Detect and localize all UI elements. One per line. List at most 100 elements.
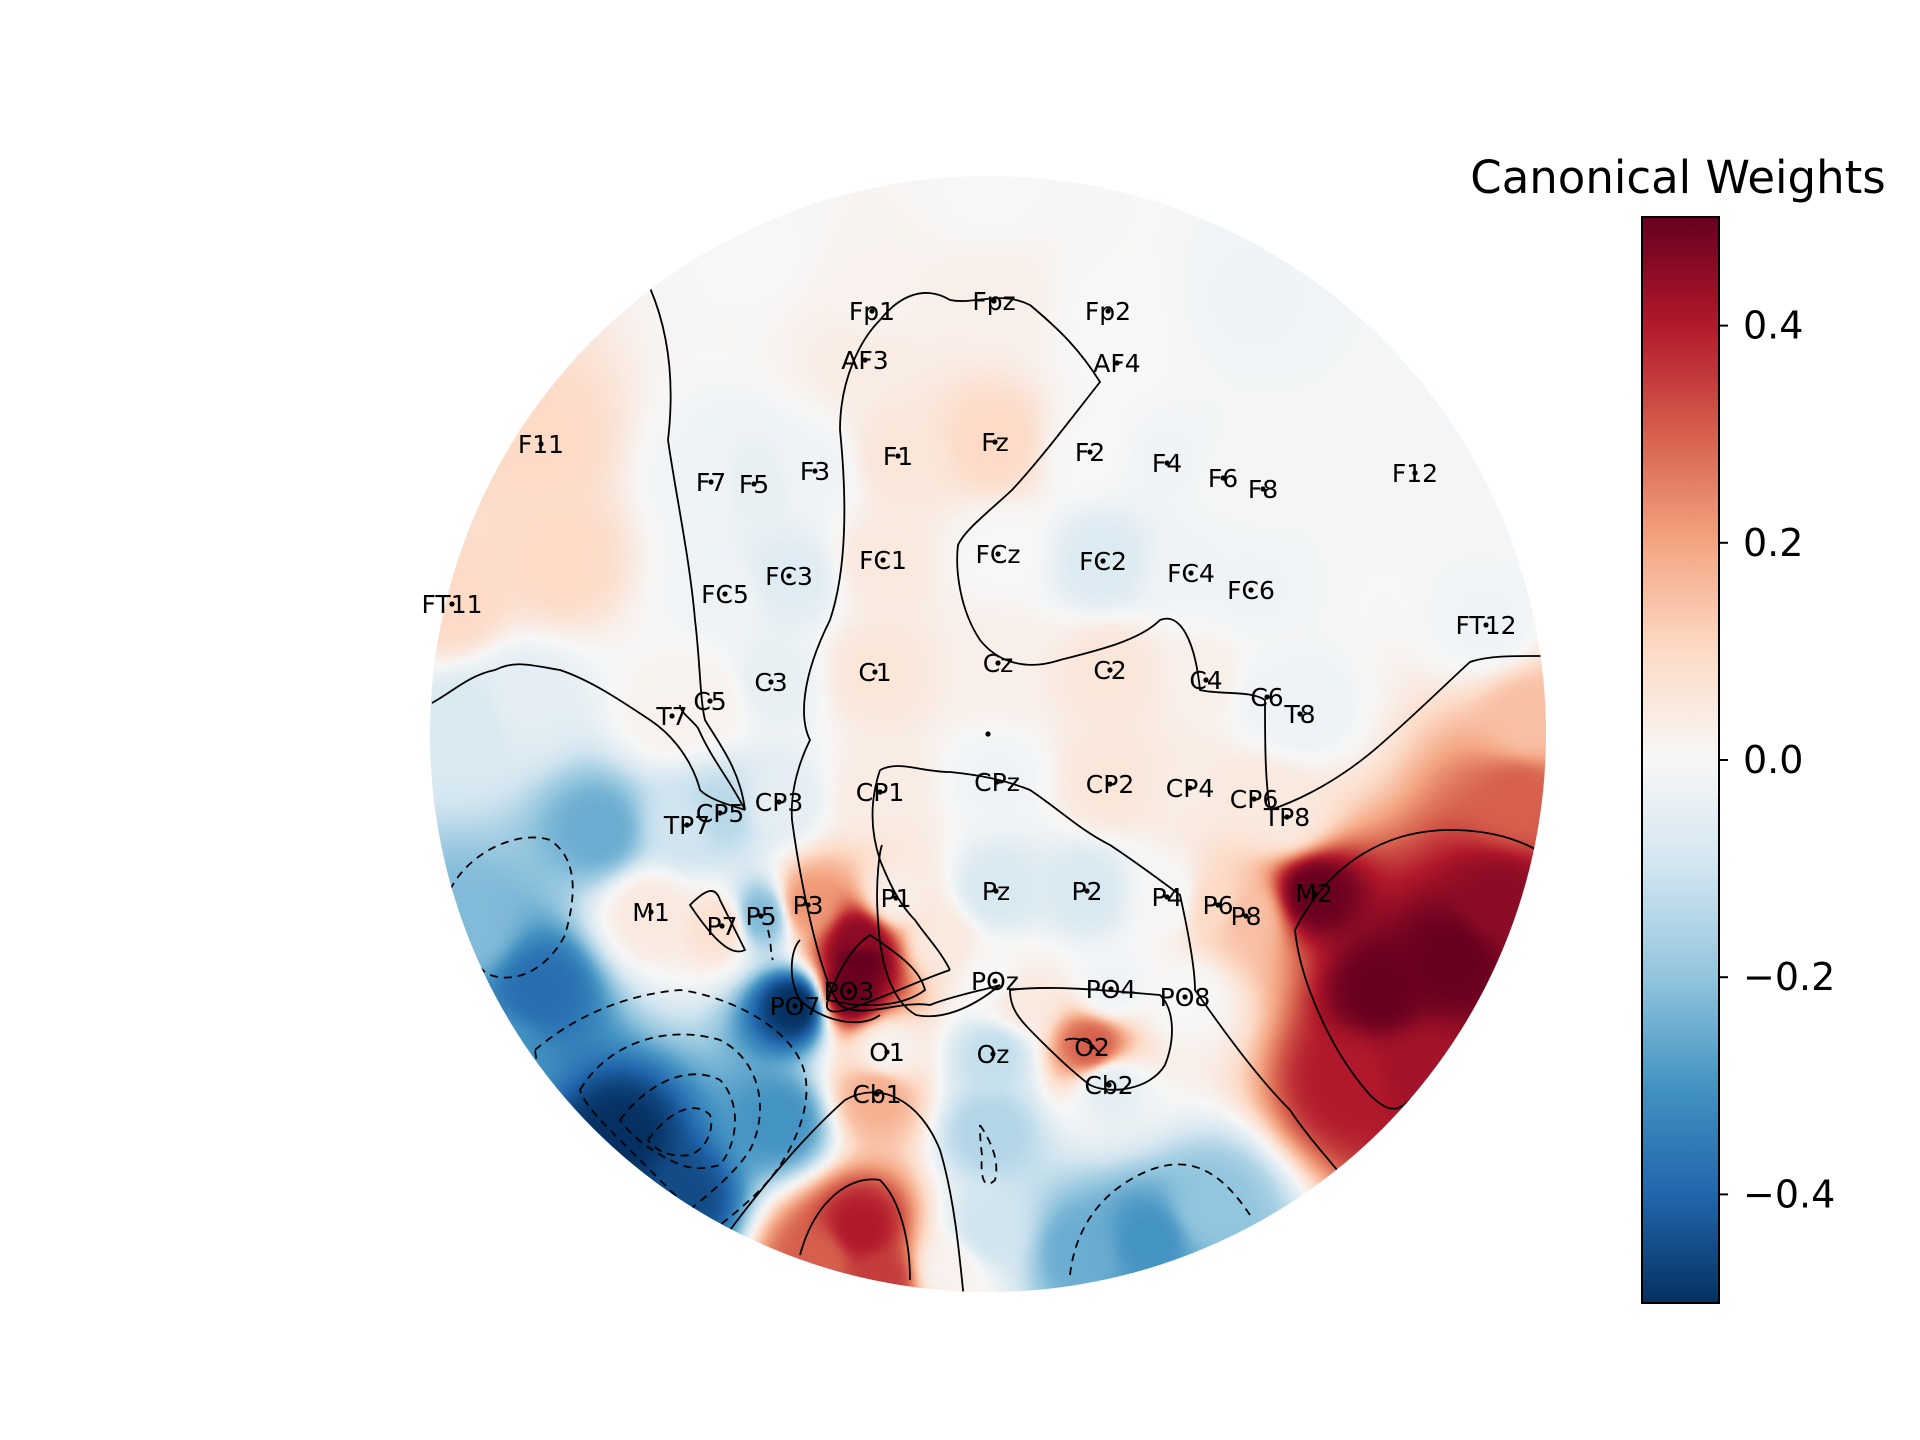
electrode-f5: F5 [739, 470, 769, 499]
contour-negative-line [534, 989, 808, 1257]
electrode-label: C5 [693, 687, 726, 716]
contour-negative-line [449, 836, 574, 979]
electrode-p1: P1 [881, 884, 912, 913]
electrode-label: P2 [1072, 877, 1103, 906]
electrode-label: Oz [977, 1040, 1010, 1069]
contour-zero-line [790, 292, 1001, 1018]
electrode-label: F6 [1208, 464, 1238, 493]
electrode-cb1: Cb1 [852, 1080, 901, 1109]
electrode-p2: P2 [1072, 877, 1103, 906]
contour-zero-line [879, 765, 1346, 1181]
electrode-dot [1187, 785, 1193, 791]
electrode-label: P4 [1152, 883, 1183, 912]
electrode-label: POz [971, 967, 1019, 996]
electrode-c1: C1 [858, 658, 891, 687]
electrode-label: F3 [800, 457, 830, 486]
colorbar-tick-label: 0.0 [1743, 738, 1803, 782]
electrode-p8: P8 [1231, 902, 1262, 931]
topomap-head [430, 176, 1546, 1292]
electrode-label: CPz [974, 768, 1020, 797]
electrode-dot [893, 895, 899, 901]
electrode-dot [895, 453, 901, 459]
electrode-dot [994, 779, 1000, 785]
contour-zero-line [729, 1091, 966, 1292]
electrode-label: CP4 [1166, 774, 1214, 803]
electrode-dot [1188, 570, 1194, 576]
electrode-fc3: FC3 [765, 562, 813, 591]
electrode-dot [1100, 558, 1106, 564]
electrode-label: FC1 [859, 546, 907, 575]
electrode-p7: P7 [707, 912, 738, 941]
electrode-dot [846, 988, 852, 994]
electrode-pz: Pz [982, 877, 1010, 906]
electrode-cpz: CPz [974, 768, 1020, 797]
electrode-m1: M1 [632, 898, 669, 927]
contour-positive-line [1064, 1037, 1101, 1056]
electrode-f3: F3 [800, 457, 830, 486]
electrode-label: TP8 [1263, 803, 1310, 832]
electrode-fc2: FC2 [1079, 547, 1127, 576]
electrode-label: AF4 [1093, 349, 1140, 378]
electrode-label: FC4 [1167, 559, 1215, 588]
electrode-dot [1248, 587, 1254, 593]
contour-zero-line [949, 297, 1271, 811]
contour-negative-line [767, 929, 774, 961]
contour-zero-line [649, 287, 746, 811]
electrode-dot [786, 573, 792, 579]
electrode-label: CP6 [1230, 785, 1278, 814]
colorbar-tick-label: 0.2 [1743, 521, 1803, 565]
electrode-dot [768, 679, 774, 685]
electrode-dot [669, 713, 675, 719]
electrode-dot [1264, 694, 1270, 700]
electrode-label: C2 [1093, 656, 1126, 685]
electrode-t8: T8 [1283, 700, 1315, 729]
electrode-po3: PO3 [824, 977, 875, 1006]
contour-zero-line [1269, 655, 1546, 811]
electrode-label: FC5 [701, 580, 749, 609]
electrode-label: T7 [655, 702, 687, 731]
electrode-fpz: Fpz [972, 287, 1015, 316]
electrode-label: M2 [1295, 879, 1332, 908]
contour-zero-line [790, 939, 881, 1024]
electrode-dot [874, 1091, 880, 1097]
electrode-dot [751, 481, 757, 487]
colorbar: Canonical Weights −0.4 −0.2 0.0 0.2 0.4 [1470, 151, 1886, 1304]
electrode-label: FC6 [1227, 576, 1275, 605]
colorbar-gradient [1641, 216, 1720, 1304]
colorbar-tick-label: 0.4 [1743, 304, 1803, 348]
electrode-f12: F12 [1392, 459, 1438, 488]
colorbar-tick-label: −0.4 [1743, 1172, 1835, 1216]
electrode-f4: F4 [1152, 449, 1182, 478]
electrode-ft11: FT11 [421, 590, 482, 619]
electrode-label: F12 [1392, 459, 1438, 488]
electrode-label: P6 [1203, 891, 1234, 920]
contour-negative-line [618, 1073, 736, 1170]
electrode-label: Cb2 [1084, 1071, 1133, 1100]
electrode-label: C4 [1189, 666, 1222, 695]
electrode-dot [880, 557, 886, 563]
electrode-dot [1483, 622, 1489, 628]
electrode-label: Fp1 [849, 297, 895, 326]
electrode-cp2: CP2 [1086, 770, 1134, 799]
electrode-label: CP1 [856, 778, 904, 807]
electrode-dot [1107, 667, 1113, 673]
electrode-poz: POz [971, 967, 1019, 996]
electrode-dot [812, 468, 818, 474]
electrode-dot [995, 660, 1001, 666]
electrode-dot [1105, 308, 1111, 314]
electrode-f7: F7 [696, 468, 726, 497]
electrode-label: Cb1 [852, 1080, 901, 1109]
electrode-fc6: FC6 [1227, 576, 1275, 605]
electrode-label: FC3 [765, 562, 813, 591]
electrode-dot [992, 439, 998, 445]
electrode-dot [1114, 360, 1120, 366]
electrode-label: TP7 [663, 811, 710, 840]
electrode-po8: PO8 [1160, 983, 1211, 1012]
electrode-cz: Cz [983, 649, 1014, 678]
electrode-label: Pz [982, 877, 1010, 906]
contour-zero-line [688, 890, 747, 953]
electrode-label: CP3 [755, 788, 803, 817]
electrode-label: P1 [881, 884, 912, 913]
electrode-cb2: Cb2 [1084, 1071, 1133, 1100]
